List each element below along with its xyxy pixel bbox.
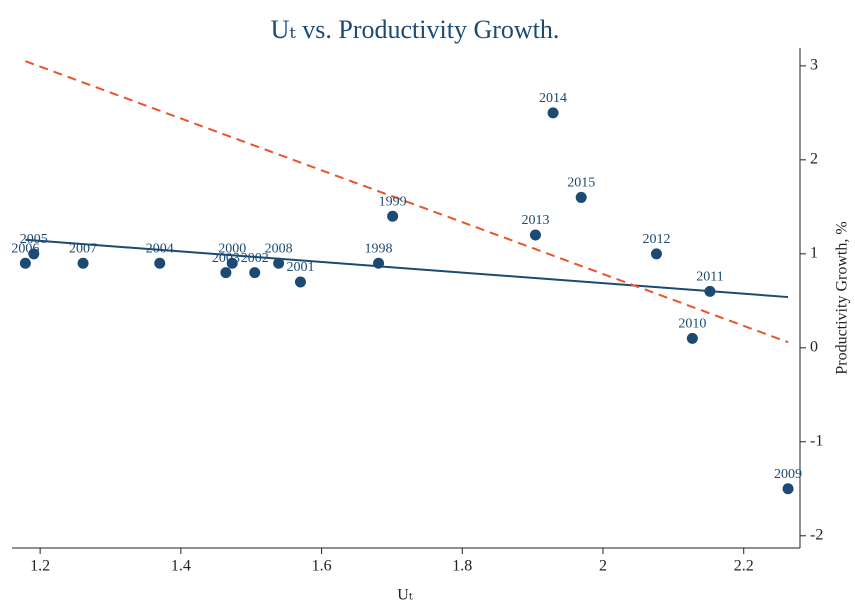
y-axis-label: Productivity Growth, % [834,221,851,374]
y-tick-label: -1 [810,432,823,449]
point [650,248,662,260]
point [154,257,166,269]
point [220,267,232,279]
point [77,257,89,269]
chart-title: Uₜ vs. Productivity Growth. [271,15,560,44]
point-label: 2012 [642,232,670,247]
x-axis-label: Uₜ [397,587,413,604]
y-tick-label: 2 [810,151,818,168]
point-label: 2015 [567,176,595,191]
point [686,332,698,344]
point [226,257,238,269]
point [704,285,716,297]
point-label: 2009 [774,467,802,482]
x-tick-label: 2.2 [734,558,754,575]
point [294,276,306,288]
point [373,257,385,269]
point-label: 2005 [20,232,48,247]
point [273,257,285,269]
point [249,267,261,279]
point-label: 1998 [365,241,393,256]
x-tick-label: 1.4 [171,558,191,575]
x-tick-label: 2 [599,558,607,575]
point [782,483,794,495]
point-label: 2008 [265,241,293,256]
point [19,257,31,269]
point [547,107,559,119]
y-tick-label: 0 [810,338,818,355]
y-tick-label: 1 [810,244,818,261]
x-tick-label: 1.2 [30,558,50,575]
x-tick-label: 1.6 [312,558,332,575]
point-label: 2002 [241,251,269,266]
point [575,191,587,203]
point [28,248,40,260]
point-label: 2013 [521,213,549,228]
y-tick-label: 3 [810,57,818,74]
point-label: 2014 [539,91,567,106]
y-tick-label: -2 [810,526,823,543]
point-label: 2001 [286,260,314,275]
point [387,210,399,222]
fit-line [25,238,789,299]
point-label: 2007 [69,241,97,256]
point-label: 2000 [218,241,246,256]
point [529,229,541,241]
fit-line [25,60,789,344]
point-label: 2011 [696,270,723,285]
x-tick-label: 1.8 [452,558,472,575]
point-label: 2010 [678,317,706,332]
point-label: 2004 [146,241,174,256]
point-label: 1999 [379,194,407,209]
